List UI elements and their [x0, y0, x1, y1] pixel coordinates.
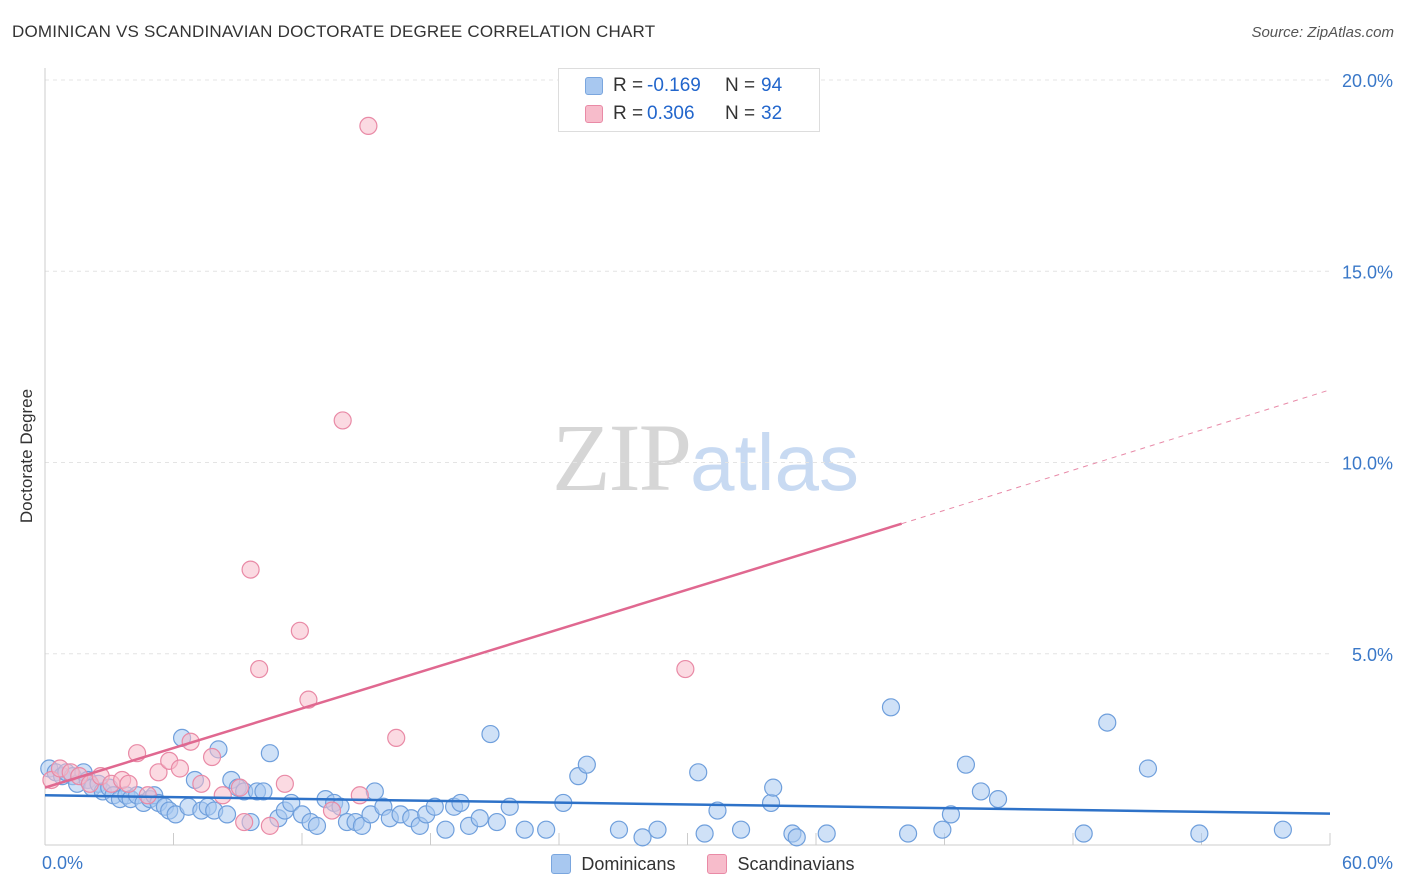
dominicans-legend-swatch	[551, 854, 572, 874]
scandinavian-point	[290, 621, 309, 640]
stats-legend-row-dominicans: R = -0.169 N = 94	[585, 73, 782, 99]
scandinavian-point	[230, 778, 249, 797]
scandinavian-point	[192, 774, 211, 793]
y-tick-label: 5.0%	[1352, 645, 1393, 665]
scandinavian-point	[387, 728, 406, 748]
dominican-point	[365, 782, 384, 801]
dominican-point	[933, 820, 952, 839]
dominican-point	[470, 809, 489, 828]
scandinavian-point	[235, 812, 254, 832]
scandinavians-swatch	[585, 105, 603, 123]
n-value: 94	[761, 75, 783, 96]
r-value: -0.169	[647, 75, 701, 96]
dominican-point	[695, 824, 714, 843]
scandinavian-point	[241, 560, 260, 579]
dominican-point	[254, 782, 273, 801]
r-label: R =	[613, 103, 644, 124]
dominican-point	[609, 820, 629, 839]
dominican-point	[451, 793, 470, 813]
x-tick-label: 60.0%	[1342, 853, 1393, 873]
scandinavian-point	[250, 659, 269, 679]
n-value: 32	[761, 103, 783, 124]
scandinavian-point	[260, 816, 279, 835]
chart-title: DOMINICAN VS SCANDINAVIAN DOCTORATE DEGR…	[12, 22, 656, 41]
scandinavian-point	[333, 411, 352, 430]
dominicans-swatch	[585, 77, 603, 95]
dominican-point	[425, 797, 444, 816]
dominican-point	[481, 724, 500, 744]
r-label: R =	[613, 75, 644, 96]
n-label: N =	[725, 103, 756, 124]
dominican-point	[217, 805, 237, 824]
scandinavians-legend-swatch	[707, 854, 728, 874]
legend-label-scandinavians: Scandinavians	[737, 853, 855, 874]
legend-label-dominicans: Dominicans	[581, 853, 676, 874]
dominican-point	[817, 824, 836, 843]
dominican-point	[764, 778, 783, 797]
dominican-point	[648, 820, 667, 839]
y-tick-label: 15.0%	[1342, 262, 1393, 282]
y-tick-label: 10.0%	[1342, 454, 1393, 474]
dominican-point	[731, 820, 751, 839]
dominican-point	[708, 801, 727, 820]
dominican-point	[881, 698, 901, 717]
dominican-point	[689, 763, 708, 782]
dominican-point	[898, 824, 918, 843]
dominican-point	[515, 820, 534, 839]
scandinavians-trendline	[44, 522, 903, 789]
series-legend: Dominicans Scandinavians	[0, 852, 1406, 876]
dominican-point	[956, 755, 976, 774]
scandinavian-point	[138, 786, 157, 805]
r-value: 0.306	[647, 103, 695, 124]
legend-item-scandinavians[interactable]: Scandinavians	[707, 852, 855, 876]
y-axis-label: Doctorate Degree	[17, 388, 36, 524]
y-tick-label: 20.0%	[1342, 71, 1393, 91]
scandinavian-point	[359, 116, 378, 136]
dominican-point	[787, 828, 806, 847]
dominican-point	[1273, 820, 1292, 839]
scandinavian-point	[275, 774, 294, 793]
dominicans-trendline	[44, 794, 1331, 815]
dominican-point	[988, 789, 1008, 809]
dominican-point	[487, 812, 506, 832]
dominican-point	[941, 805, 961, 824]
scandinavian-point	[676, 659, 695, 679]
dominican-point	[761, 793, 781, 813]
scandinavian-point	[170, 759, 190, 778]
watermark-zip: ZIP	[552, 404, 692, 511]
scandinavian-point	[322, 801, 342, 820]
scandinavians-trendline-extension	[901, 389, 1331, 525]
dominican-point	[1074, 824, 1093, 843]
dominican-point	[260, 744, 279, 763]
stats-legend: R = -0.169 N = 94 R = 0.306 N = 32	[558, 68, 820, 132]
dominican-point	[307, 816, 327, 835]
dominican-point	[1190, 824, 1209, 843]
scandinavian-point	[149, 763, 168, 782]
legend-item-dominicans[interactable]: Dominicans	[551, 852, 675, 876]
stats-legend-row-scandinavians: R = 0.306 N = 32	[585, 101, 782, 127]
x-tick-label: 0.0%	[42, 853, 83, 873]
dominican-point	[537, 820, 556, 839]
dominican-point	[1138, 759, 1158, 778]
scandinavian-point	[119, 774, 138, 793]
n-label: N =	[725, 75, 756, 96]
dominican-point	[1098, 713, 1117, 732]
dominican-point	[436, 820, 455, 839]
scandinavian-point	[202, 747, 222, 767]
dominican-point	[971, 782, 991, 801]
source-credit: Source: ZipAtlas.com	[1251, 24, 1394, 41]
scandinavian-point	[213, 786, 232, 805]
scandinavian-point	[350, 786, 369, 805]
dominican-point	[633, 828, 652, 847]
dominican-point	[577, 755, 596, 774]
